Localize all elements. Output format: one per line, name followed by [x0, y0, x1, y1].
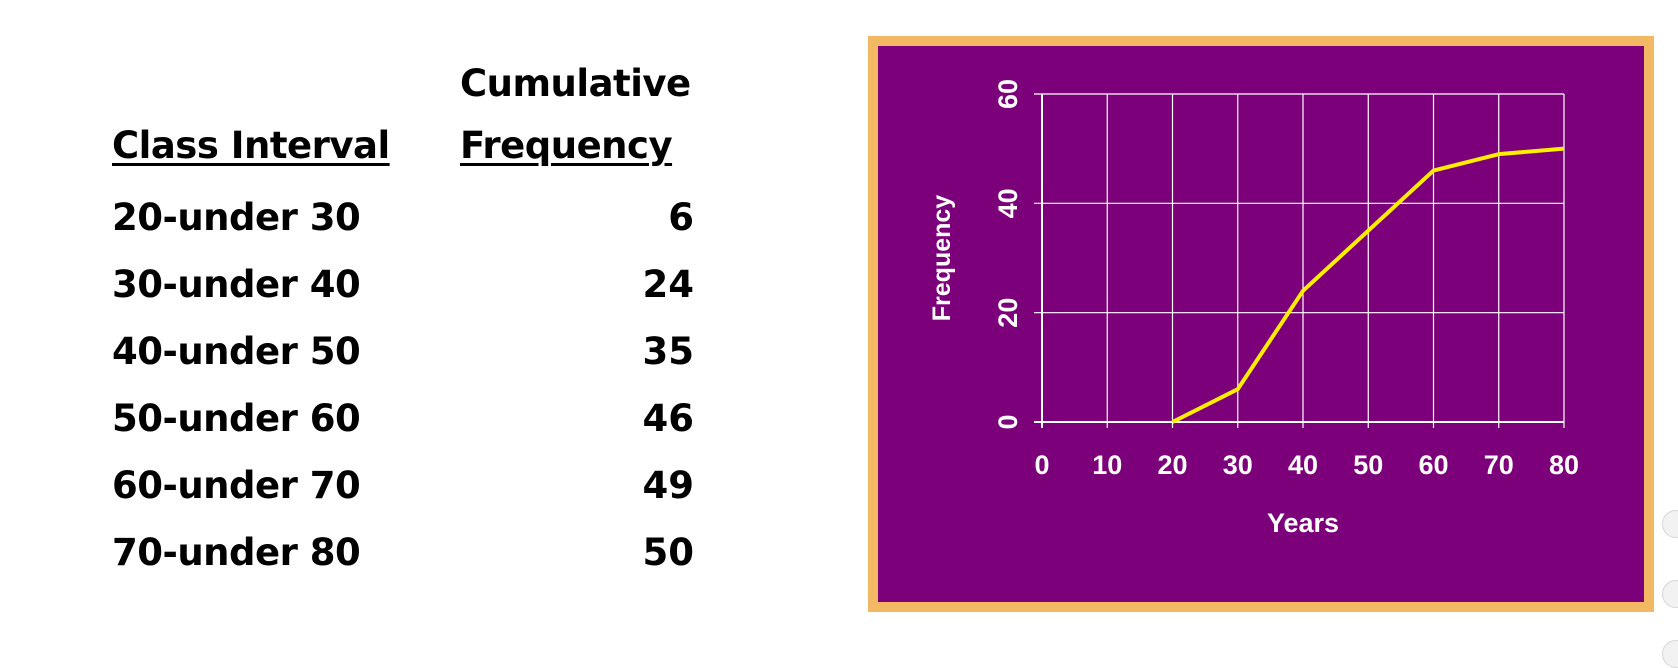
- table-row: 30-under 40 24: [112, 257, 752, 313]
- interval-cell: 30-under 40: [112, 263, 361, 306]
- y-tick-label: 0: [993, 414, 1023, 429]
- y-tick-label: 40: [993, 188, 1023, 218]
- interval-cell: 40-under 50: [112, 330, 361, 373]
- interval-cell: 50-under 60: [112, 397, 361, 440]
- ogive-line: [1171, 146, 1565, 424]
- x-tick-label: 10: [1092, 450, 1122, 480]
- table-row: 20-under 30 6: [112, 190, 752, 246]
- interval-cell: 60-under 70: [112, 464, 361, 507]
- x-tick-label: 70: [1484, 450, 1514, 480]
- table-row: 50-under 60 46: [112, 391, 752, 447]
- interval-cell: 20-under 30: [112, 196, 361, 239]
- scroll-indicator-dot: [1662, 640, 1678, 668]
- freq-cell: 35: [642, 330, 695, 373]
- x-tick-label: 30: [1223, 450, 1253, 480]
- y-axis-title: Frequency: [928, 195, 956, 322]
- freq-cell: 49: [642, 464, 695, 507]
- x-tick-label: 20: [1157, 450, 1187, 480]
- table-row: 40-under 50 35: [112, 324, 752, 380]
- x-tick-label: 40: [1288, 450, 1318, 480]
- table-row: 70-under 80 50: [112, 525, 752, 581]
- x-tick-label: 0: [1034, 450, 1049, 480]
- chart-grid: [1034, 93, 1565, 428]
- freq-cell: 6: [668, 196, 694, 239]
- scroll-indicator-dot: [1662, 510, 1678, 538]
- freq-cell: 46: [642, 397, 695, 440]
- interval-header: Class Interval: [112, 124, 390, 167]
- freq-cell: 24: [642, 263, 695, 306]
- y-tick-label: 20: [993, 298, 1023, 328]
- ogive-chart: 0 10 20 30 40 50 60 70 80 0 20 40 60 Years Frequency: [928, 79, 1579, 538]
- freq-header-line1: Cumulative: [460, 62, 691, 105]
- y-tick-label: 60: [993, 79, 1023, 109]
- x-axis-title: Years: [1267, 508, 1339, 538]
- table-row: 60-under 70 49: [112, 458, 752, 514]
- freq-cell: 50: [642, 531, 695, 574]
- cumulative-frequency-table: Cumulative Class Interval Frequency 20-u…: [112, 60, 752, 600]
- chart-series: [1171, 146, 1565, 424]
- chart-labels: 0 10 20 30 40 50 60 70 80 0 20 40 60 Years Frequency: [928, 79, 1579, 538]
- x-tick-label: 50: [1353, 450, 1383, 480]
- scroll-indicator-dot: [1662, 580, 1678, 608]
- ogive-chart-panel: 0 10 20 30 40 50 60 70 80 0 20 40 60 Years Frequency: [868, 36, 1654, 612]
- freq-header-line2: Frequency: [460, 124, 673, 167]
- interval-cell: 70-under 80: [112, 531, 361, 574]
- x-tick-label: 80: [1549, 450, 1579, 480]
- x-tick-label: 60: [1418, 450, 1448, 480]
